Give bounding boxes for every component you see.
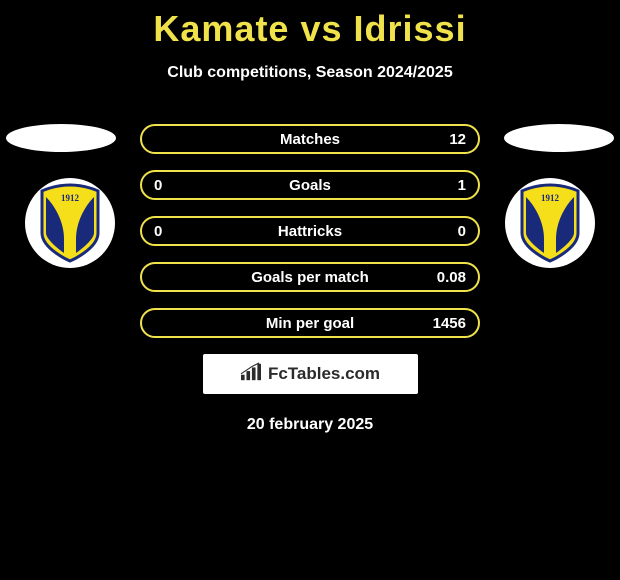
stat-label: Goals xyxy=(142,177,478,194)
stat-row-hattricks: 0 Hattricks 0 xyxy=(140,216,480,246)
subtitle: Club competitions, Season 2024/2025 xyxy=(0,64,620,82)
date-text: 20 february 2025 xyxy=(0,416,620,434)
page-title: Kamate vs Idrissi xyxy=(0,0,620,50)
stat-row-min-per-goal: Min per goal 1456 xyxy=(140,308,480,338)
player1-club-badge: 1912 xyxy=(25,178,115,268)
svg-text:1912: 1912 xyxy=(541,193,560,203)
vs-text: vs xyxy=(300,8,342,49)
stat-label: Min per goal xyxy=(142,315,478,332)
stats-table: Matches 12 0 Goals 1 0 Hattricks 0 Goals… xyxy=(140,124,480,338)
brand-footer[interactable]: FcTables.com xyxy=(203,354,418,394)
player1-name: Kamate xyxy=(153,8,289,49)
stat-label: Hattricks xyxy=(142,223,478,240)
bar-chart-icon xyxy=(240,362,262,387)
stat-row-goals-per-match: Goals per match 0.08 xyxy=(140,262,480,292)
stat-label: Goals per match xyxy=(142,269,478,286)
player1-ellipse xyxy=(6,124,116,152)
player2-ellipse xyxy=(504,124,614,152)
club-crest-icon: 1912 xyxy=(514,183,586,263)
stat-label: Matches xyxy=(142,131,478,148)
player2-club-badge: 1912 xyxy=(505,178,595,268)
svg-text:1912: 1912 xyxy=(61,193,80,203)
stat-row-goals: 0 Goals 1 xyxy=(140,170,480,200)
player2-name: Idrissi xyxy=(354,8,467,49)
club-crest-icon: 1912 xyxy=(34,183,106,263)
stat-row-matches: Matches 12 xyxy=(140,124,480,154)
brand-text: FcTables.com xyxy=(268,364,380,384)
